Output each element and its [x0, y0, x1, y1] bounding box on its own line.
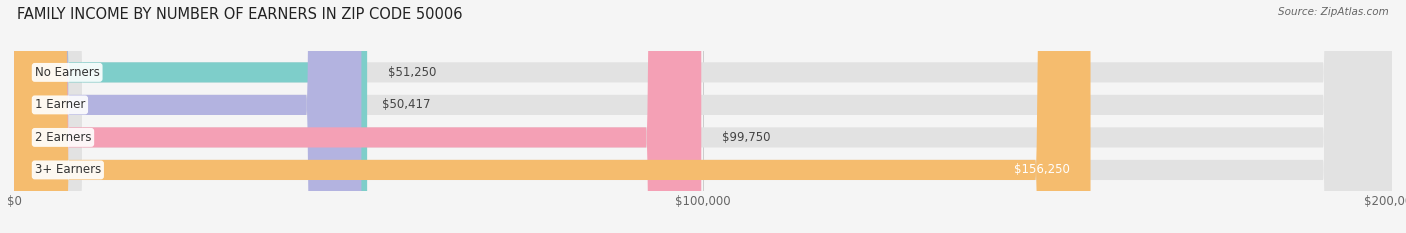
Text: $99,750: $99,750 [721, 131, 770, 144]
Text: Source: ZipAtlas.com: Source: ZipAtlas.com [1278, 7, 1389, 17]
Text: $51,250: $51,250 [388, 66, 436, 79]
Text: $156,250: $156,250 [1014, 163, 1070, 176]
Text: $50,417: $50,417 [382, 98, 430, 111]
FancyBboxPatch shape [14, 0, 702, 233]
Text: No Earners: No Earners [35, 66, 100, 79]
FancyBboxPatch shape [14, 0, 1091, 233]
Text: 1 Earner: 1 Earner [35, 98, 86, 111]
FancyBboxPatch shape [14, 0, 367, 233]
Text: FAMILY INCOME BY NUMBER OF EARNERS IN ZIP CODE 50006: FAMILY INCOME BY NUMBER OF EARNERS IN ZI… [17, 7, 463, 22]
FancyBboxPatch shape [14, 0, 1392, 233]
FancyBboxPatch shape [14, 0, 361, 233]
Text: 2 Earners: 2 Earners [35, 131, 91, 144]
FancyBboxPatch shape [14, 0, 1392, 233]
FancyBboxPatch shape [14, 0, 1392, 233]
FancyBboxPatch shape [14, 0, 1392, 233]
Text: 3+ Earners: 3+ Earners [35, 163, 101, 176]
